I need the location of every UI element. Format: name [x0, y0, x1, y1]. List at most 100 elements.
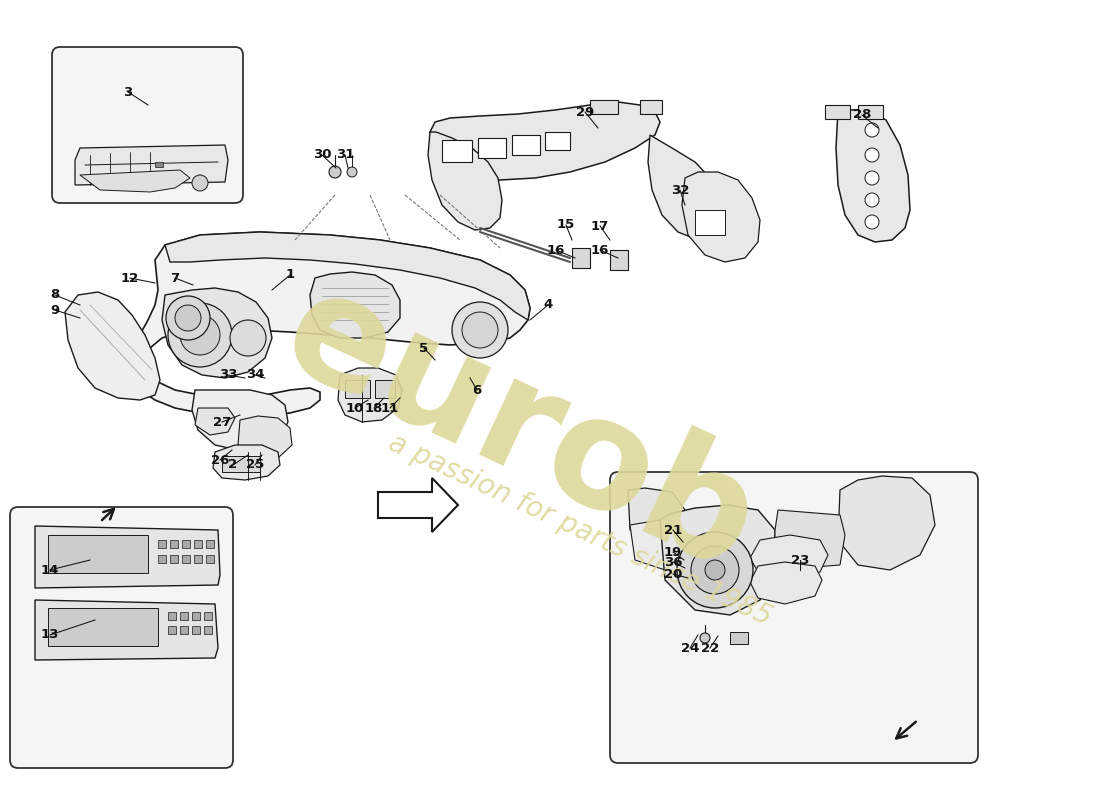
Text: 16: 16 — [547, 243, 565, 257]
Polygon shape — [838, 476, 935, 570]
Circle shape — [180, 315, 220, 355]
Text: 6: 6 — [472, 383, 482, 397]
Text: 28: 28 — [852, 109, 871, 122]
Bar — [168, 626, 176, 634]
Bar — [590, 100, 618, 114]
Polygon shape — [750, 535, 828, 580]
Circle shape — [175, 305, 201, 331]
Text: 5: 5 — [419, 342, 429, 354]
Circle shape — [168, 303, 232, 367]
Circle shape — [865, 171, 879, 185]
Text: 9: 9 — [51, 303, 59, 317]
Bar — [48, 535, 148, 573]
Bar — [375, 380, 395, 398]
Circle shape — [865, 123, 879, 137]
Polygon shape — [65, 292, 160, 400]
Polygon shape — [648, 135, 725, 240]
Text: 21: 21 — [664, 523, 682, 537]
Polygon shape — [238, 416, 292, 460]
Circle shape — [691, 546, 739, 594]
Bar — [345, 380, 370, 398]
Text: 34: 34 — [245, 369, 264, 382]
Text: 13: 13 — [41, 629, 59, 642]
Bar — [170, 540, 178, 548]
Bar — [640, 100, 662, 114]
Polygon shape — [310, 272, 400, 338]
Bar — [168, 612, 176, 620]
Circle shape — [166, 296, 210, 340]
Bar — [695, 210, 725, 235]
Bar — [206, 540, 214, 548]
Bar — [825, 105, 850, 119]
Polygon shape — [660, 505, 776, 615]
Bar — [478, 138, 506, 158]
Polygon shape — [430, 102, 660, 180]
Text: 32: 32 — [671, 183, 690, 197]
Bar — [512, 135, 540, 155]
Text: 2: 2 — [229, 458, 238, 471]
Polygon shape — [165, 232, 530, 320]
Text: eurob: eurob — [261, 256, 779, 604]
Circle shape — [865, 148, 879, 162]
Text: 26: 26 — [211, 454, 229, 466]
Text: 1: 1 — [285, 269, 295, 282]
Circle shape — [462, 312, 498, 348]
Text: 29: 29 — [576, 106, 594, 118]
Polygon shape — [75, 145, 228, 185]
Text: 8: 8 — [51, 289, 59, 302]
Bar — [192, 626, 200, 634]
FancyBboxPatch shape — [610, 472, 978, 763]
Text: 33: 33 — [219, 369, 238, 382]
Bar — [222, 456, 260, 472]
Text: 20: 20 — [663, 567, 682, 581]
Text: 24: 24 — [681, 642, 700, 654]
Text: 22: 22 — [701, 642, 719, 654]
Text: 17: 17 — [591, 219, 609, 233]
Circle shape — [346, 167, 358, 177]
Polygon shape — [750, 562, 822, 604]
Text: a passion for parts since 1985: a passion for parts since 1985 — [384, 429, 777, 631]
Polygon shape — [378, 478, 458, 532]
FancyBboxPatch shape — [10, 507, 233, 768]
Bar — [572, 248, 590, 268]
Bar — [442, 140, 472, 162]
Text: 25: 25 — [246, 458, 264, 471]
Polygon shape — [80, 170, 190, 192]
Bar — [204, 612, 212, 620]
Text: 12: 12 — [121, 271, 139, 285]
Bar — [155, 162, 163, 167]
Bar — [48, 608, 158, 646]
Bar — [182, 555, 190, 563]
Bar — [158, 540, 166, 548]
Bar — [544, 132, 570, 150]
Text: 3: 3 — [123, 86, 133, 98]
Polygon shape — [836, 110, 910, 242]
Polygon shape — [35, 600, 218, 660]
Polygon shape — [628, 488, 685, 545]
Polygon shape — [195, 408, 235, 435]
Circle shape — [700, 633, 710, 643]
Bar — [182, 540, 190, 548]
Bar — [858, 105, 883, 119]
Polygon shape — [338, 368, 402, 422]
Text: 11: 11 — [381, 402, 399, 414]
Polygon shape — [213, 445, 280, 480]
Polygon shape — [682, 172, 760, 262]
Bar — [158, 555, 166, 563]
Polygon shape — [192, 390, 288, 450]
Text: 4: 4 — [543, 298, 552, 311]
Text: 15: 15 — [557, 218, 575, 231]
Bar — [192, 612, 200, 620]
FancyBboxPatch shape — [52, 47, 243, 203]
Text: 36: 36 — [663, 555, 682, 569]
Bar — [180, 612, 188, 620]
Circle shape — [705, 560, 725, 580]
Text: 10: 10 — [345, 402, 364, 414]
Circle shape — [865, 193, 879, 207]
Bar — [194, 555, 202, 563]
Polygon shape — [35, 526, 220, 588]
Bar — [204, 626, 212, 634]
Text: 31: 31 — [336, 149, 354, 162]
Text: 19: 19 — [664, 546, 682, 558]
Bar — [180, 626, 188, 634]
